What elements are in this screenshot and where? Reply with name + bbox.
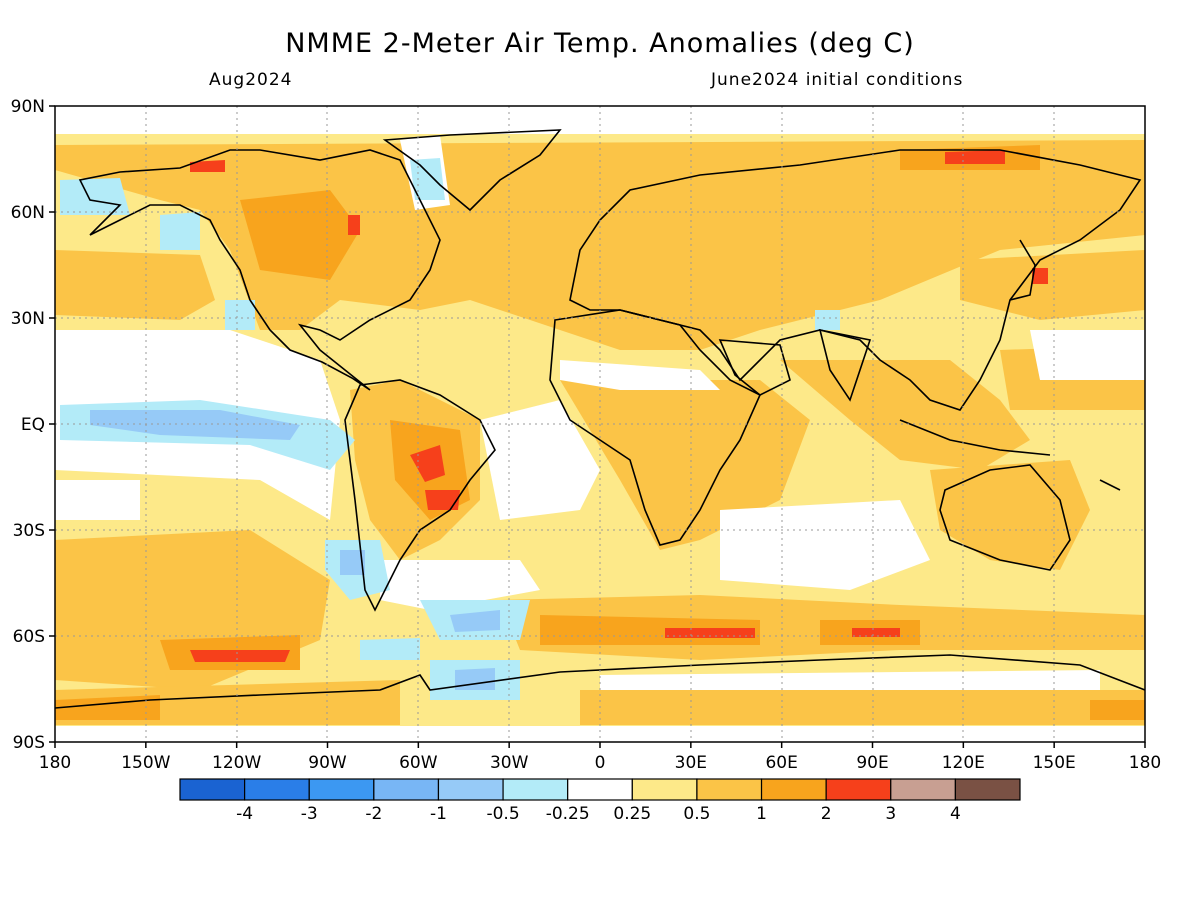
lon-label: 0: [595, 753, 606, 773]
longitude-axis: 180 150W 120W 90W 60W 30W 0 30E 60E 90E 120E 150E 18…: [39, 742, 1161, 773]
colorbar-swatch: [244, 778, 310, 801]
colorbar-swatch: [373, 778, 440, 801]
lon-label: 180: [39, 753, 71, 773]
colorbar-label: 2: [821, 804, 832, 824]
colorbar-swatch: [954, 778, 1021, 801]
colorbar-swatch: [696, 778, 763, 801]
lon-label: 30E: [675, 753, 707, 773]
colorbar-swatch: [308, 778, 375, 801]
field-antarctic-blank: [55, 726, 1145, 742]
lat-label: 90N: [11, 97, 45, 117]
colorbar-label: 1: [756, 804, 767, 824]
colorbar-swatch: [437, 778, 504, 801]
lon-label: 120E: [942, 753, 985, 773]
lon-label: 60W: [399, 753, 438, 773]
colorbar-label: 3: [885, 804, 896, 824]
colorbar-swatch: [567, 778, 633, 801]
chart-title: NMME 2-Meter Air Temp. Anomalies (deg C): [285, 28, 915, 59]
lat-label: 60N: [11, 203, 45, 223]
lat-label: 90S: [13, 733, 45, 753]
lon-label: 90E: [856, 753, 888, 773]
lon-label: 90W: [308, 753, 347, 773]
lat-label: EQ: [21, 415, 45, 435]
colorbar-label: -3: [301, 804, 318, 824]
lon-label: 150W: [121, 753, 170, 773]
lat-label: 60S: [13, 627, 45, 647]
colorbar-label: 0.5: [683, 804, 710, 824]
colorbar-label: -2: [365, 804, 382, 824]
colorbar-swatch: [890, 778, 956, 801]
colorbar-swatch: [179, 778, 246, 801]
field-hot: [190, 150, 1048, 662]
colorbar: -4 -3 -2 -1 -0.5 -0.25 0.25 0.5 1 2 3 4: [179, 778, 1021, 824]
graticule: [55, 106, 1145, 742]
colorbar-label: -0.25: [546, 804, 590, 824]
initial-conditions-label: June2024 initial conditions: [711, 70, 964, 90]
colorbar-label: -1: [430, 804, 447, 824]
lat-label: 30S: [13, 521, 45, 541]
colorbar-label: 0.25: [613, 804, 651, 824]
lon-label: 30W: [490, 753, 529, 773]
colorbar-swatch: [502, 778, 569, 801]
valid-month-label: Aug2024: [209, 70, 293, 90]
lon-label: 60E: [765, 753, 797, 773]
lat-label: 30N: [11, 309, 45, 329]
colorbar-label: -0.5: [486, 804, 519, 824]
lon-label: 120W: [212, 753, 261, 773]
anomaly-field: [55, 106, 1145, 742]
lon-label: 180: [1129, 753, 1161, 773]
lon-label: 150E: [1033, 753, 1076, 773]
colorbar-swatch: [631, 778, 698, 801]
colorbar-swatch: [825, 778, 892, 801]
colorbar-swatch: [760, 778, 827, 801]
colorbar-label: -4: [236, 804, 253, 824]
colorbar-label: 4: [950, 804, 961, 824]
latitude-axis: 90N 60N 30N EQ 30S 60S 90S: [11, 97, 55, 753]
